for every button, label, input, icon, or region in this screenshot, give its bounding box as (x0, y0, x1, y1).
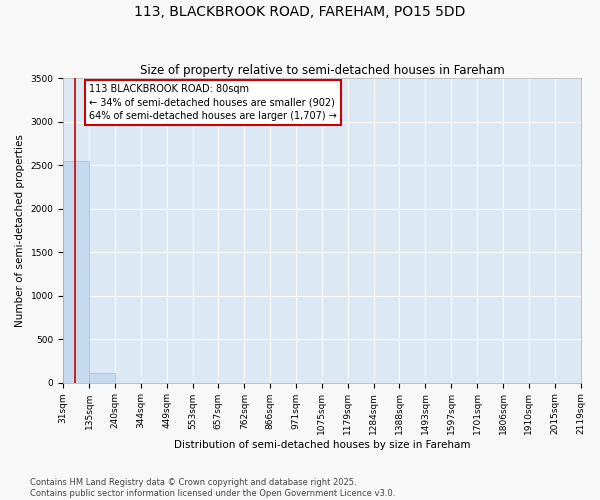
Text: 113, BLACKBROOK ROAD, FAREHAM, PO15 5DD: 113, BLACKBROOK ROAD, FAREHAM, PO15 5DD (134, 5, 466, 19)
Text: 113 BLACKBROOK ROAD: 80sqm
← 34% of semi-detached houses are smaller (902)
64% o: 113 BLACKBROOK ROAD: 80sqm ← 34% of semi… (89, 84, 337, 120)
Bar (63, 161, 89, 382)
X-axis label: Distribution of semi-detached houses by size in Fareham: Distribution of semi-detached houses by … (173, 440, 470, 450)
Bar (89, 373, 115, 382)
Text: Contains HM Land Registry data © Crown copyright and database right 2025.
Contai: Contains HM Land Registry data © Crown c… (30, 478, 395, 498)
Title: Size of property relative to semi-detached houses in Fareham: Size of property relative to semi-detach… (140, 64, 504, 77)
Y-axis label: Number of semi-detached properties: Number of semi-detached properties (15, 134, 25, 327)
